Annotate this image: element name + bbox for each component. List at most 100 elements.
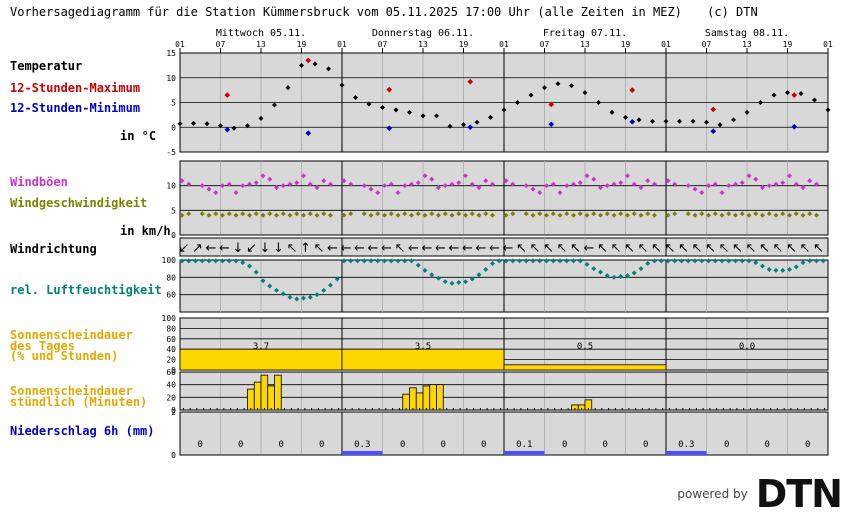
humidity-point	[341, 258, 347, 264]
humidity-point	[787, 267, 792, 273]
temp-point	[353, 95, 358, 101]
humidity-point	[301, 295, 306, 301]
wind-point	[591, 211, 597, 217]
hour-marker	[749, 408, 751, 410]
wind-point	[793, 211, 799, 217]
humidity-point	[328, 282, 333, 288]
hour-marker	[581, 408, 583, 410]
precip-label: 0	[562, 440, 567, 450]
hour-marker	[574, 408, 576, 410]
wind-point	[598, 212, 603, 218]
hour-marker	[729, 408, 731, 410]
gust-point	[571, 181, 576, 187]
humidity-point	[415, 262, 421, 268]
wind-arrow: ←	[206, 241, 217, 256]
wind-arrow: ↖	[746, 241, 757, 256]
humidity-point	[375, 258, 381, 264]
wind-arrow: ↖	[638, 241, 649, 256]
hour-marker	[284, 408, 286, 410]
hour-marker	[385, 408, 387, 410]
temp-point	[528, 92, 534, 98]
hour-marker	[533, 408, 535, 410]
wind-arrow: ↑	[300, 241, 311, 256]
sun-hour-bar	[436, 384, 444, 411]
gust-point	[429, 176, 435, 182]
humidity-point	[220, 258, 225, 264]
humidity-point	[449, 280, 455, 286]
wind-arrow: ←	[489, 241, 500, 256]
humidity-point	[226, 258, 232, 264]
temp-point	[501, 107, 507, 113]
hour-marker	[196, 408, 198, 410]
hour-marker	[473, 408, 475, 410]
hour-marker	[324, 408, 326, 410]
hour-marker	[412, 408, 414, 410]
hour-marker	[776, 408, 778, 410]
temp-point	[218, 123, 223, 129]
humidity-point	[800, 260, 806, 266]
temp-point	[555, 81, 561, 87]
humidity-point	[753, 260, 759, 266]
gust-point	[773, 181, 779, 187]
sun-day-label: 0.5	[577, 342, 593, 352]
wind-arrow: ←	[462, 241, 473, 256]
label-sonne-std-2: stündlich (Minuten)	[10, 395, 148, 409]
hour-tick-label: 13	[742, 40, 752, 49]
wind-arrow: ↖	[557, 241, 568, 256]
hour-tick-label: 01	[175, 40, 185, 49]
humidity-point	[591, 266, 597, 272]
hour-tick-label: 01	[337, 40, 347, 49]
gust-point	[503, 178, 509, 184]
wind-arrow: ←	[219, 241, 230, 256]
hour-marker	[682, 408, 684, 410]
humidity-point	[692, 258, 698, 264]
humidity-point	[193, 258, 198, 264]
wind-point	[503, 212, 509, 218]
sun-hour-bar	[247, 388, 255, 411]
wind-point	[220, 212, 225, 218]
humidity-point	[672, 258, 678, 264]
gust-point	[712, 181, 718, 187]
label-windgeschw: Windgeschwindigkeit	[10, 196, 148, 210]
precip-bar	[342, 451, 383, 455]
gust-point	[220, 183, 225, 189]
hour-marker	[790, 408, 792, 410]
sun-day-bar	[179, 348, 343, 371]
hour-marker	[203, 408, 205, 410]
label-sonne-std-1: Sonnenscheindauer	[10, 384, 133, 398]
hour-marker	[803, 408, 805, 410]
temp-point	[542, 85, 547, 91]
hour-tick-label: 01	[499, 40, 509, 49]
gust-point	[577, 180, 583, 186]
humidity-point	[679, 258, 684, 264]
powered-by-text: powered by	[677, 487, 748, 501]
temp-point	[474, 119, 480, 125]
wind-arrow: ↖	[516, 241, 527, 256]
hour-marker	[709, 408, 711, 410]
wind-arrow: ↙	[246, 241, 257, 256]
wind-point	[186, 211, 192, 217]
hour-marker	[344, 408, 346, 410]
hour-marker	[290, 408, 292, 410]
hour-marker	[405, 408, 407, 410]
hour-tick-label: 01	[661, 40, 671, 49]
gust-point	[240, 183, 246, 189]
humidity-point	[793, 264, 799, 270]
humidity-point	[733, 258, 738, 264]
day-label: Freitag 07.11.	[543, 28, 627, 39]
y-tick-label: 5	[171, 206, 176, 215]
humidity-point	[685, 258, 691, 264]
humidity-point	[530, 258, 536, 264]
tmax-point	[224, 92, 231, 98]
wind-point	[375, 211, 381, 217]
day-label: Donnerstag 06.11.	[372, 28, 474, 39]
wind-point	[348, 211, 354, 217]
temp-point	[326, 66, 331, 72]
temp-point	[231, 125, 237, 131]
label-niederschlag: Niederschlag 6h (mm)	[10, 424, 155, 438]
wind-arrow: ↖	[813, 241, 824, 256]
gust-point	[375, 190, 381, 196]
wind-arrow: ←	[327, 241, 338, 256]
wind-point	[530, 212, 536, 218]
hour-marker	[756, 408, 758, 410]
